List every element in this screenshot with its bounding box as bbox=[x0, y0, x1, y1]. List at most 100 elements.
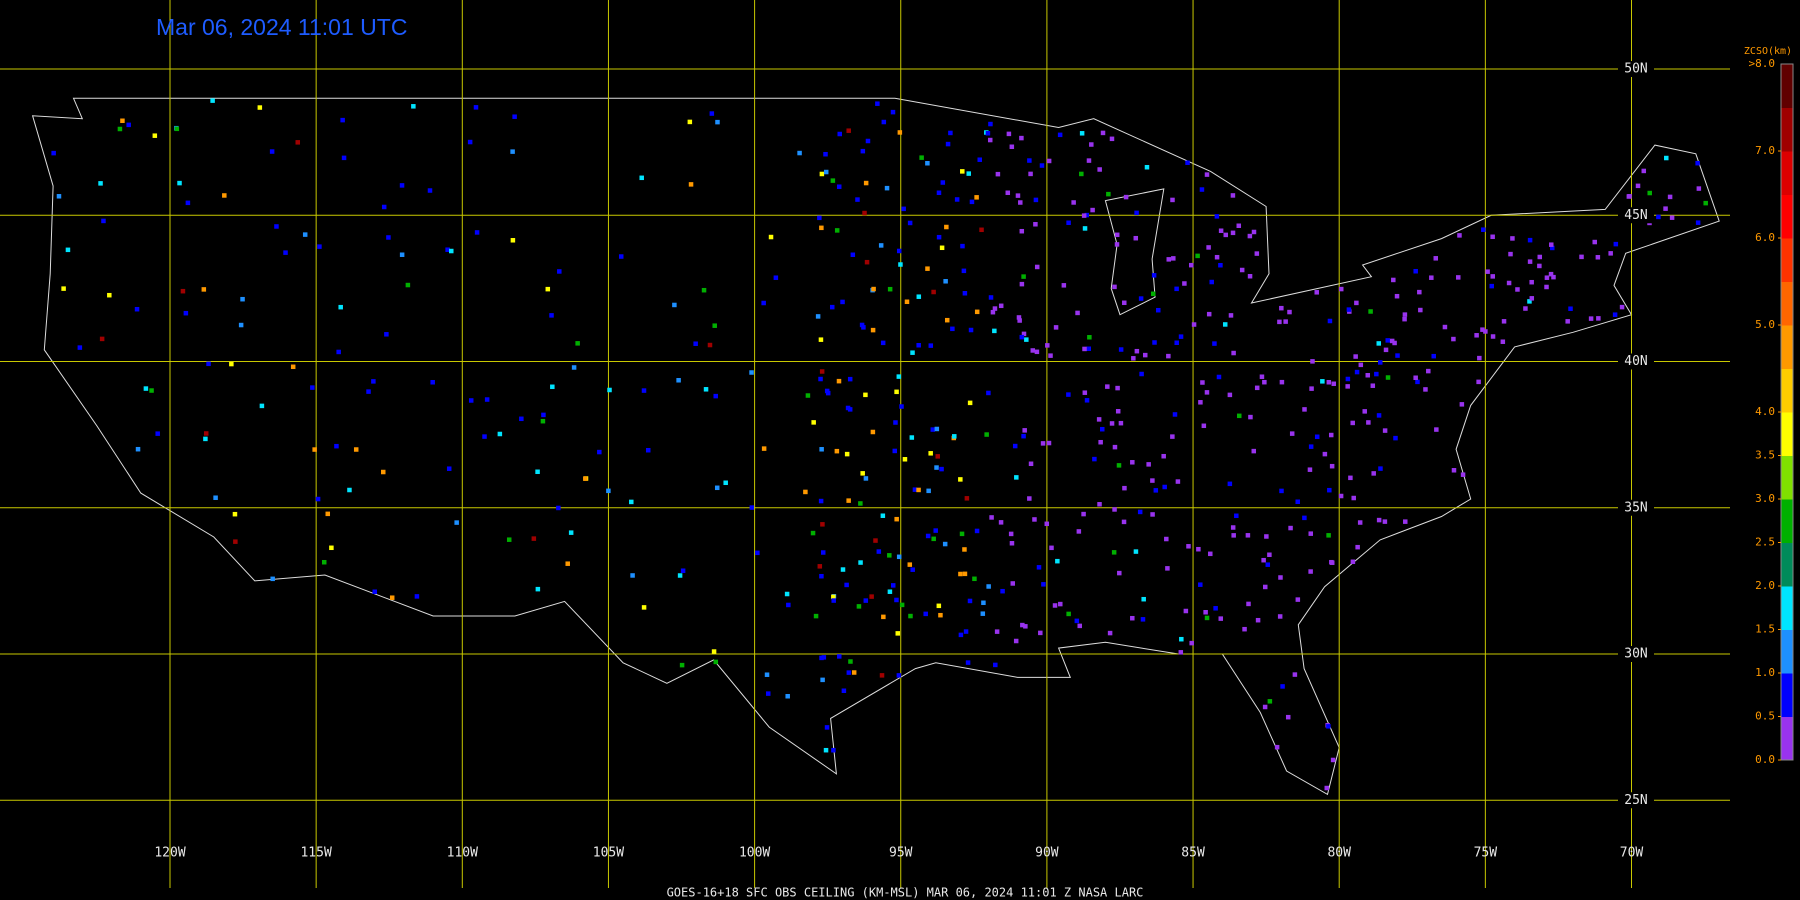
station bbox=[831, 594, 836, 600]
station bbox=[939, 245, 945, 251]
station bbox=[863, 598, 869, 603]
station bbox=[1030, 348, 1036, 353]
station bbox=[907, 220, 913, 226]
station bbox=[1023, 624, 1028, 629]
station bbox=[1141, 596, 1146, 602]
station bbox=[899, 602, 905, 608]
station bbox=[1247, 273, 1253, 279]
station bbox=[1041, 582, 1046, 587]
station bbox=[845, 405, 851, 411]
station bbox=[213, 495, 218, 500]
station bbox=[1182, 281, 1187, 286]
station bbox=[1544, 284, 1549, 290]
station bbox=[1413, 375, 1418, 381]
station bbox=[1139, 371, 1144, 377]
station bbox=[510, 149, 515, 154]
station bbox=[1262, 584, 1268, 590]
station bbox=[958, 477, 963, 482]
station bbox=[1403, 519, 1408, 524]
station bbox=[1022, 428, 1027, 433]
station bbox=[768, 234, 774, 240]
station bbox=[56, 194, 62, 199]
station bbox=[1664, 155, 1669, 161]
station bbox=[688, 182, 694, 187]
station bbox=[1150, 291, 1156, 297]
station bbox=[1086, 158, 1092, 163]
station bbox=[1490, 334, 1496, 339]
station bbox=[1189, 262, 1194, 268]
station bbox=[1231, 533, 1236, 538]
station bbox=[679, 662, 685, 668]
station bbox=[1074, 618, 1080, 624]
station bbox=[846, 498, 851, 503]
station bbox=[1131, 356, 1136, 361]
station bbox=[1038, 630, 1043, 636]
legend-swatch bbox=[1781, 238, 1793, 282]
station bbox=[152, 133, 158, 138]
station bbox=[1178, 334, 1184, 339]
station bbox=[1039, 163, 1045, 168]
station bbox=[1696, 186, 1702, 191]
station bbox=[1166, 353, 1171, 359]
station bbox=[1111, 550, 1117, 555]
station bbox=[1021, 433, 1026, 439]
station bbox=[1365, 373, 1371, 378]
outlines bbox=[31, 97, 1720, 796]
station bbox=[1122, 485, 1127, 491]
station bbox=[1350, 420, 1355, 426]
station bbox=[916, 294, 922, 299]
legend-swatch bbox=[1781, 586, 1793, 630]
station bbox=[817, 215, 822, 221]
station bbox=[1171, 256, 1176, 261]
station bbox=[1019, 135, 1024, 141]
station bbox=[1565, 319, 1570, 324]
station bbox=[203, 436, 208, 442]
station bbox=[101, 218, 106, 224]
station bbox=[347, 487, 352, 493]
station bbox=[1200, 380, 1205, 385]
station bbox=[1156, 307, 1161, 313]
label-bg bbox=[1618, 792, 1654, 809]
station bbox=[1218, 228, 1224, 233]
station bbox=[960, 243, 965, 249]
label-bg bbox=[1618, 61, 1654, 77]
station bbox=[1150, 478, 1155, 483]
station bbox=[1045, 343, 1050, 348]
station bbox=[99, 336, 105, 342]
station bbox=[875, 101, 880, 106]
station bbox=[510, 238, 516, 243]
station bbox=[1153, 488, 1159, 493]
station bbox=[881, 614, 886, 620]
station bbox=[934, 426, 940, 432]
station bbox=[1130, 615, 1135, 621]
station bbox=[1278, 575, 1283, 580]
station bbox=[863, 392, 868, 398]
station bbox=[259, 403, 265, 409]
station bbox=[998, 303, 1004, 309]
station bbox=[1434, 427, 1439, 432]
station bbox=[934, 465, 939, 470]
station bbox=[571, 365, 577, 370]
station bbox=[1213, 606, 1218, 611]
latitude-label: 40N bbox=[1624, 354, 1647, 369]
legend-tick-label: 0.0 bbox=[1755, 753, 1775, 766]
station bbox=[687, 119, 693, 125]
station bbox=[1130, 460, 1135, 465]
station bbox=[531, 536, 537, 541]
station bbox=[1222, 322, 1228, 327]
station bbox=[990, 309, 996, 315]
label-bg bbox=[1618, 499, 1654, 516]
longitude-label: 80W bbox=[1327, 846, 1351, 861]
station bbox=[1033, 222, 1038, 227]
station bbox=[474, 230, 480, 235]
station bbox=[497, 431, 503, 437]
station bbox=[896, 374, 902, 379]
station bbox=[714, 485, 720, 491]
station bbox=[818, 498, 824, 504]
station bbox=[823, 151, 828, 157]
station bbox=[1175, 479, 1181, 484]
station bbox=[1663, 206, 1668, 211]
station bbox=[1034, 264, 1040, 270]
legend-swatch bbox=[1781, 64, 1793, 108]
station bbox=[1055, 558, 1060, 564]
